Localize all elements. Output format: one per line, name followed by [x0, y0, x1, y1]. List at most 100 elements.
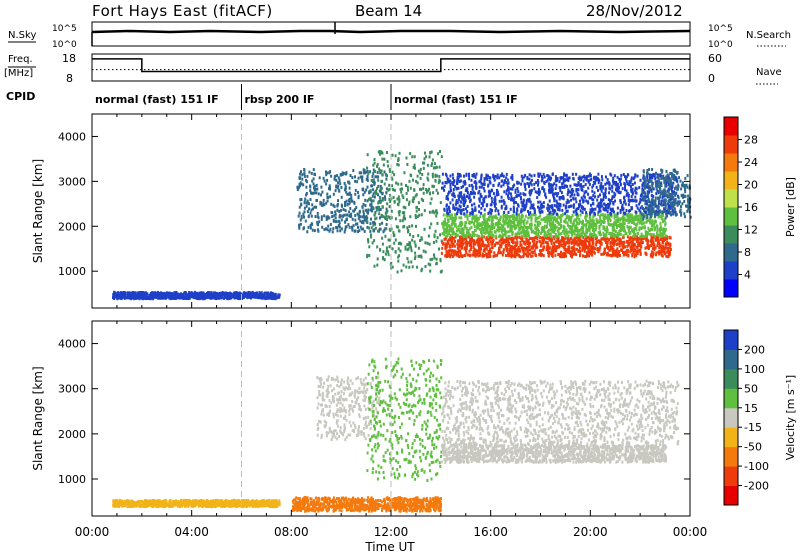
range-cell	[579, 242, 582, 246]
range-cell	[517, 246, 520, 249]
range-cell	[567, 200, 570, 204]
range-cell	[386, 218, 389, 221]
range-cell	[337, 176, 340, 180]
range-cell	[587, 201, 590, 205]
range-cell	[475, 172, 478, 176]
range-cell	[526, 254, 528, 258]
range-cell	[639, 213, 642, 217]
range-cell	[645, 238, 648, 242]
range-cell	[547, 250, 550, 254]
range-cell	[356, 212, 359, 216]
range-cell	[123, 296, 126, 300]
range-cell	[438, 165, 441, 169]
range-cell	[578, 219, 581, 223]
range-cell	[370, 217, 372, 221]
range-cell	[622, 234, 625, 238]
range-cell	[520, 218, 523, 222]
range-cell	[320, 203, 323, 207]
range-cell	[472, 253, 475, 257]
range-cell	[413, 240, 416, 244]
range-cell	[590, 203, 592, 207]
range-cell	[509, 220, 512, 224]
range-cell	[348, 202, 351, 206]
range-cell	[343, 230, 346, 234]
range-cell	[638, 228, 641, 232]
range-cell	[498, 246, 500, 250]
range-cell	[631, 218, 634, 222]
range-cell	[380, 150, 383, 154]
range-cell	[629, 184, 632, 188]
range-cell	[428, 210, 431, 214]
range-cell	[451, 193, 454, 197]
range-cell	[483, 226, 486, 230]
range-cell	[425, 190, 428, 194]
range-cell	[617, 217, 620, 221]
range-cell	[605, 234, 608, 238]
range-cell	[394, 154, 397, 158]
range-cell	[385, 187, 388, 191]
range-cell	[303, 206, 306, 210]
range-cell	[558, 227, 561, 231]
range-cell	[357, 190, 359, 194]
range-cell	[336, 226, 339, 230]
range-cell	[507, 254, 510, 258]
range-cell	[336, 229, 339, 233]
range-cell	[567, 237, 570, 241]
range-cell	[659, 232, 662, 236]
range-cell	[334, 189, 337, 193]
range-cell	[599, 217, 602, 221]
range-cell	[561, 236, 563, 240]
range-cell	[537, 223, 540, 227]
range-cell	[575, 187, 578, 191]
range-cell	[405, 198, 408, 202]
range-cell	[529, 241, 531, 245]
range-cell	[654, 177, 657, 181]
range-cell	[461, 255, 464, 258]
range-cell	[548, 182, 550, 186]
range-cell	[588, 226, 591, 230]
range-cell	[305, 185, 308, 189]
range-cell	[653, 220, 656, 224]
range-cell	[198, 293, 200, 297]
range-cell	[454, 222, 457, 226]
range-cell	[606, 228, 609, 231]
range-cell	[412, 235, 415, 238]
range-cell	[590, 238, 593, 241]
range-cell	[662, 232, 665, 236]
range-cell	[394, 217, 397, 221]
range-cell	[452, 176, 455, 180]
range-cell	[164, 294, 167, 298]
range-cell	[563, 251, 566, 255]
range-cell	[315, 191, 318, 195]
range-cell	[488, 218, 491, 222]
range-cell	[212, 293, 215, 297]
range-cell	[507, 243, 510, 247]
range-cell	[335, 178, 338, 182]
range-cell	[564, 235, 567, 239]
range-cell	[487, 183, 490, 187]
range-cell	[479, 224, 482, 228]
range-cell	[662, 228, 665, 232]
range-cell	[523, 175, 526, 179]
range-cell	[592, 234, 595, 238]
range-cell	[635, 253, 638, 257]
range-cell	[167, 295, 170, 298]
range-cell	[648, 219, 651, 222]
range-cell	[550, 218, 553, 221]
range-cell	[482, 228, 485, 232]
range-cell	[441, 222, 444, 226]
range-cell	[444, 181, 447, 184]
range-cell	[650, 242, 653, 246]
range-cell	[537, 190, 540, 194]
range-cell	[652, 253, 655, 257]
range-cell	[585, 199, 588, 203]
range-cell	[452, 231, 455, 235]
range-cell	[376, 175, 378, 179]
range-cell	[571, 240, 574, 244]
range-cell	[452, 188, 455, 191]
range-cell	[612, 243, 615, 247]
range-cell	[631, 187, 634, 191]
range-cell	[328, 216, 331, 220]
range-cell	[530, 213, 533, 217]
range-cell	[622, 241, 625, 245]
